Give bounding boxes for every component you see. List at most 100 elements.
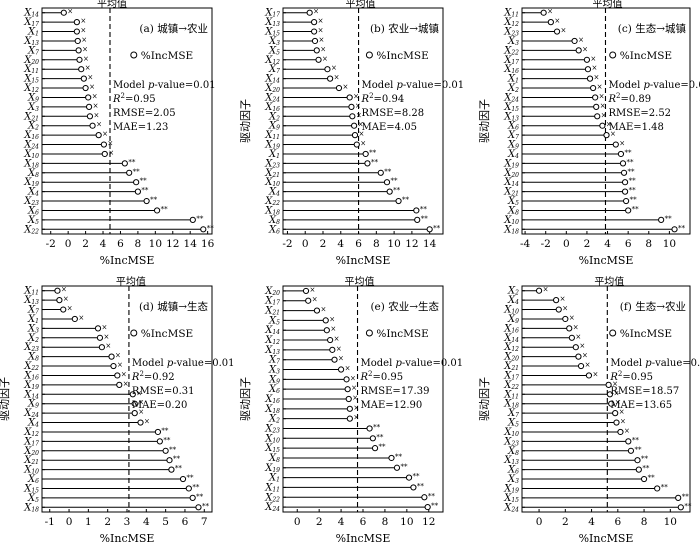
data-point bbox=[421, 494, 428, 501]
y-category-label: X21 bbox=[264, 167, 280, 178]
significance-mark: ** bbox=[128, 158, 136, 166]
significance-mark: ** bbox=[661, 483, 669, 491]
data-point bbox=[566, 325, 573, 332]
y-category-label: X18 bbox=[264, 403, 280, 414]
data-point bbox=[627, 447, 635, 454]
data-point bbox=[364, 160, 371, 167]
data-point bbox=[195, 504, 202, 511]
y-category-label: X4 bbox=[507, 295, 519, 306]
data-point bbox=[562, 315, 569, 323]
significance-mark: ** bbox=[393, 187, 401, 195]
y-category-label: X5 bbox=[268, 315, 280, 326]
y-category-label: X22 bbox=[503, 379, 519, 390]
y-category-label: X9 bbox=[27, 92, 39, 103]
y-category-label: X20 bbox=[23, 445, 39, 456]
significance-mark: ** bbox=[642, 465, 650, 473]
y-category-label: X17 bbox=[23, 17, 39, 28]
significance-mark: ** bbox=[391, 177, 399, 185]
data-point bbox=[85, 94, 92, 101]
y-category-label: X20 bbox=[503, 351, 519, 362]
y-category-label: X11 bbox=[23, 285, 39, 296]
significance-mark: × bbox=[138, 408, 144, 416]
x-tick-label: 2 bbox=[104, 516, 111, 528]
x-tick-label: -4 bbox=[520, 238, 531, 250]
y-category-label: X14 bbox=[503, 177, 519, 188]
data-point bbox=[185, 485, 192, 492]
y-category-label: X8 bbox=[27, 167, 39, 178]
stat-p-value: Model p-value=0.01 bbox=[361, 358, 464, 369]
significance-mark: × bbox=[358, 121, 364, 129]
y-category-label: X15 bbox=[23, 483, 39, 494]
x-tick-label: 7 bbox=[201, 516, 208, 528]
data-point bbox=[369, 435, 376, 442]
x-tick-label: 0 bbox=[302, 238, 309, 250]
y-category-label: X19 bbox=[503, 483, 519, 494]
data-point bbox=[166, 457, 173, 464]
data-point bbox=[617, 150, 625, 158]
y-category-label: X4 bbox=[27, 186, 39, 197]
y-category-label: X10 bbox=[23, 464, 39, 475]
data-point bbox=[313, 47, 320, 54]
y-category-label: X2 bbox=[268, 413, 280, 424]
y-category-label: X17 bbox=[264, 7, 280, 18]
data-point bbox=[189, 494, 196, 501]
data-point bbox=[96, 334, 104, 341]
significance-mark: ** bbox=[133, 168, 141, 176]
data-point bbox=[131, 410, 138, 417]
y-category-label: X21 bbox=[23, 111, 39, 122]
data-point bbox=[137, 419, 144, 426]
y-category-label: X7 bbox=[507, 130, 519, 141]
y-category-label: X21 bbox=[23, 455, 39, 466]
significance-mark: ** bbox=[648, 474, 656, 482]
significance-mark: ** bbox=[175, 465, 183, 473]
data-point bbox=[395, 197, 402, 205]
data-point bbox=[346, 405, 353, 412]
y-category-label: X17 bbox=[503, 54, 519, 65]
significance-mark: × bbox=[331, 64, 337, 72]
y-category-label: X22 bbox=[264, 492, 280, 503]
y-category-label: X6 bbox=[27, 205, 39, 216]
significance-mark: × bbox=[105, 342, 111, 350]
significance-mark: × bbox=[82, 45, 88, 53]
y-category-label: X18 bbox=[23, 502, 39, 513]
significance-mark: ** bbox=[140, 177, 148, 185]
significance-mark: ** bbox=[665, 215, 673, 223]
panel-title: (e) 农业→生态 bbox=[370, 300, 439, 313]
data-point bbox=[671, 226, 678, 233]
stat-mae: MAE=13.65 bbox=[610, 400, 672, 411]
data-point bbox=[110, 362, 117, 370]
significance-mark: ** bbox=[413, 473, 421, 481]
significance-mark: × bbox=[334, 74, 340, 82]
mean-label: 平均值 bbox=[97, 0, 127, 10]
data-point bbox=[424, 503, 431, 511]
data-point bbox=[85, 103, 93, 110]
significance-mark: ** bbox=[428, 492, 436, 500]
significance-mark: × bbox=[336, 345, 342, 353]
data-point bbox=[76, 56, 83, 63]
significance-mark: × bbox=[322, 55, 328, 63]
y-category-label: X18 bbox=[23, 158, 39, 169]
x-axis-title: %IncMSE bbox=[579, 532, 634, 545]
significance-mark: ** bbox=[192, 483, 200, 491]
significance-mark: × bbox=[78, 314, 84, 322]
y-category-label: X14 bbox=[503, 332, 519, 343]
stat-mae: MAE=1.23 bbox=[113, 122, 168, 133]
mean-label: 平均值 bbox=[594, 275, 624, 288]
y-category-label: X19 bbox=[23, 379, 39, 390]
significance-mark: × bbox=[320, 306, 326, 314]
mean-label: 平均值 bbox=[346, 0, 376, 10]
y-category-label: X15 bbox=[23, 73, 39, 84]
significance-mark: ** bbox=[641, 455, 649, 463]
y-category-label: X24 bbox=[264, 92, 280, 103]
significance-mark: × bbox=[360, 140, 366, 148]
data-point bbox=[100, 141, 107, 148]
x-axis-title: %IncMSE bbox=[336, 254, 391, 267]
significance-mark: × bbox=[619, 408, 625, 416]
x-tick-label: 2 bbox=[316, 516, 323, 528]
data-point bbox=[625, 207, 632, 214]
legend-label: %IncMSE bbox=[141, 50, 193, 62]
y-category-label: X23 bbox=[264, 158, 280, 169]
y-category-label: X7 bbox=[27, 304, 39, 315]
significance-mark: × bbox=[600, 102, 606, 110]
stat-r-squared: R2=0.94 bbox=[361, 92, 405, 105]
